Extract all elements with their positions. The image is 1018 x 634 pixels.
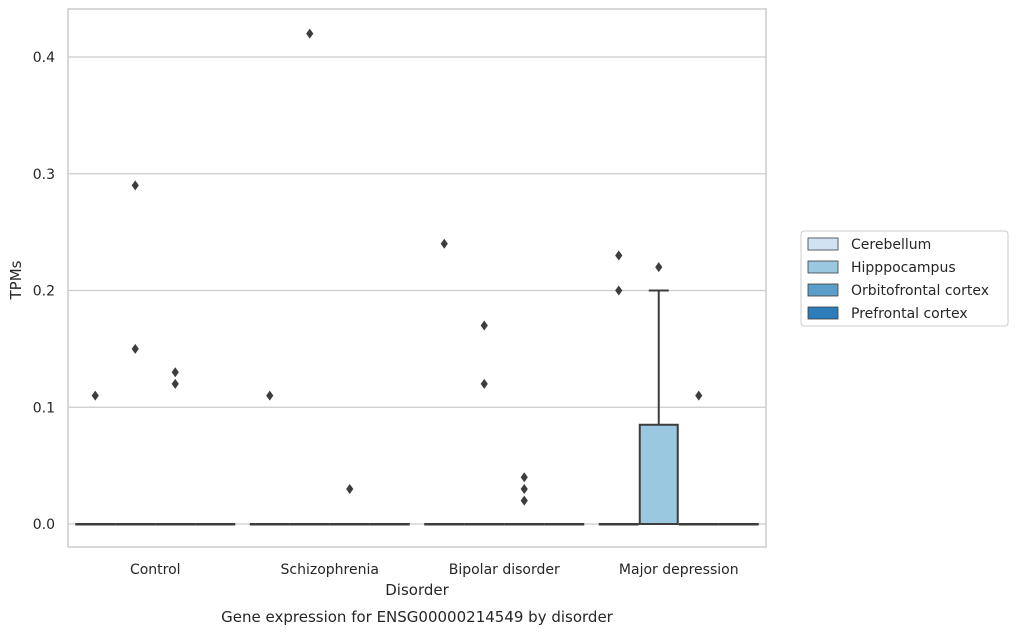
box-cerebellum xyxy=(249,390,290,526)
legend-label: Hipppocampus xyxy=(851,260,956,276)
legend-swatch xyxy=(807,237,839,251)
y-tick-label: 0.4 xyxy=(33,50,55,66)
outlier-point xyxy=(615,250,623,261)
box xyxy=(638,423,679,526)
x-tick-label: Control xyxy=(130,562,181,578)
outlier-point xyxy=(440,238,448,249)
box-hipppocampus xyxy=(289,28,330,526)
legend-label: Cerebellum xyxy=(851,237,931,253)
box-hipppocampus xyxy=(464,320,505,526)
chart-caption: Gene expression for ENSG00000214549 by d… xyxy=(221,608,614,626)
legend-frame xyxy=(800,230,1009,327)
outlier-point xyxy=(266,390,274,401)
outlier-point xyxy=(655,262,663,273)
box-orbitofrontal-cortex xyxy=(329,483,370,526)
x-tick-label: Bipolar disorder xyxy=(449,562,560,578)
outlier-point xyxy=(131,180,139,191)
outlier-point xyxy=(171,367,179,378)
outlier-point xyxy=(695,390,703,401)
legend-label: Prefrontal cortex xyxy=(851,306,968,322)
outlier-point xyxy=(131,343,139,354)
outlier-point xyxy=(346,483,354,494)
box-prefrontal-cortex xyxy=(195,523,236,526)
x-axis-label: Disorder xyxy=(385,581,449,599)
outlier-point xyxy=(306,28,314,39)
box-orbitofrontal-cortex xyxy=(678,390,719,526)
outlier-point xyxy=(520,495,528,506)
outlier-point xyxy=(520,472,528,483)
outlier-point xyxy=(615,285,623,296)
box-hipppocampus xyxy=(115,180,156,526)
outlier-point xyxy=(480,320,488,331)
x-axis-ticks: Control Schizophrenia Bipolar disorder Majo… xyxy=(130,562,739,578)
y-axis-label: TPMs xyxy=(7,260,25,300)
legend-swatch xyxy=(807,306,839,320)
y-tick-label: 0.2 xyxy=(33,284,55,300)
box-orbitofrontal-cortex xyxy=(504,472,545,526)
plot-area-frame xyxy=(67,8,767,548)
box-hipppocampus xyxy=(638,262,679,526)
box-cerebellum xyxy=(75,390,116,526)
legend-swatch xyxy=(807,283,839,297)
box-cerebellum xyxy=(598,250,639,526)
box-prefrontal-cortex xyxy=(544,523,585,526)
y-axis-ticks: 0.0 0.1 0.2 0.3 0.4 xyxy=(33,50,55,533)
box-layer xyxy=(75,28,759,526)
box-cerebellum xyxy=(424,238,465,526)
outlier-point xyxy=(91,390,99,401)
y-tick-label: 0.1 xyxy=(33,400,55,416)
x-tick-label: Major depression xyxy=(619,562,739,578)
box-prefrontal-cortex xyxy=(718,523,759,526)
y-tick-label: 0.3 xyxy=(33,167,55,183)
outlier-point xyxy=(480,378,488,389)
legend-label: Orbitofrontal cortex xyxy=(851,283,989,299)
outlier-point xyxy=(171,378,179,389)
legend-swatch xyxy=(807,260,839,274)
box-prefrontal-cortex xyxy=(369,523,410,526)
x-tick-label: Schizophrenia xyxy=(281,562,379,578)
box-orbitofrontal-cortex xyxy=(155,367,196,526)
outlier-point xyxy=(520,483,528,494)
y-tick-label: 0.0 xyxy=(33,517,55,533)
legend: Cerebellum Hipppocampus Orbitofrontal cort… xyxy=(800,230,1009,327)
